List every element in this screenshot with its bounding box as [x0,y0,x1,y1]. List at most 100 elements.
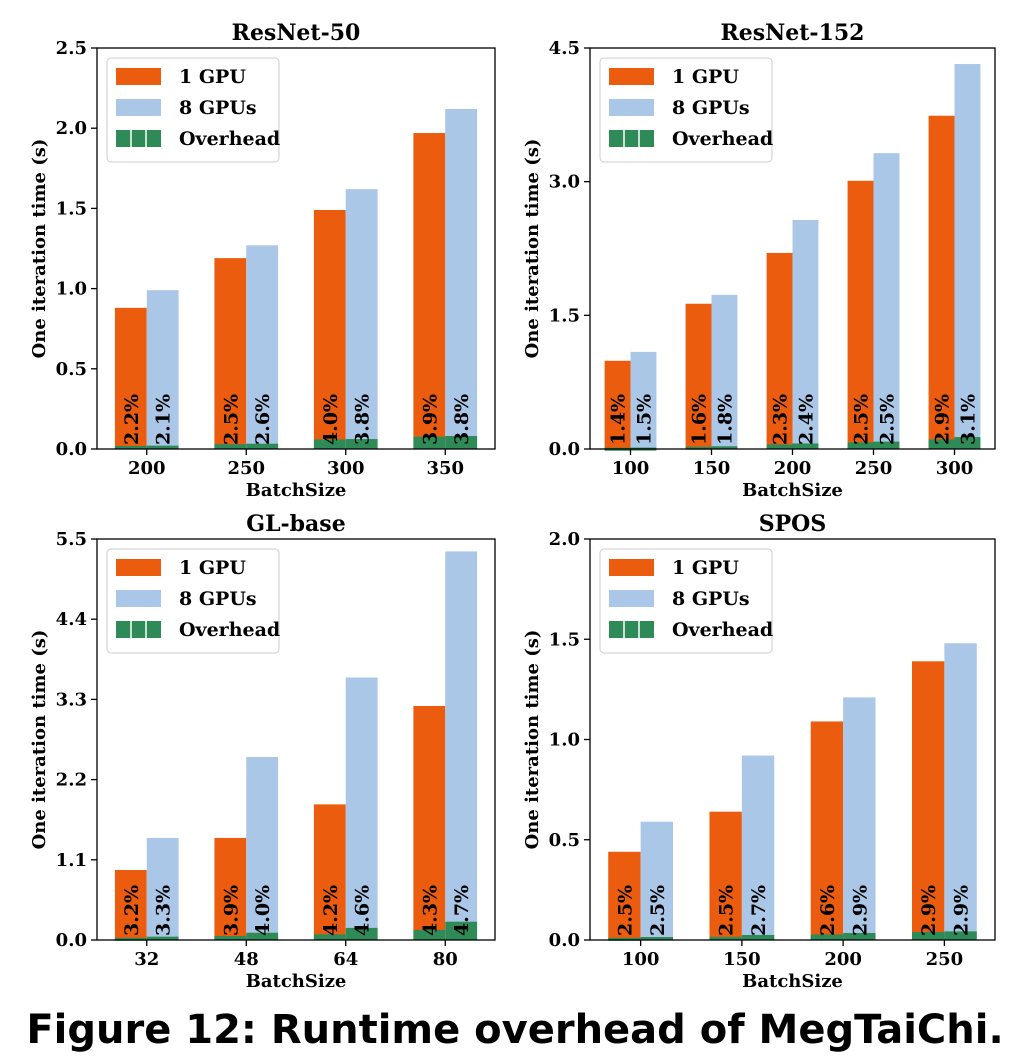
overhead-percent-label: 2.6% [252,394,274,445]
y-tick-label: 4.4 [56,609,87,630]
plot-frame [96,47,496,450]
overhead-percent-label: 3.9% [220,885,242,936]
legend-label: Overhead [672,128,773,150]
x-tick-label: 300 [936,458,974,479]
overhead-percent-label: 3.8% [451,394,473,445]
bar-1gpu [709,811,742,940]
overhead-bar [911,931,945,940]
legend-label: Overhead [179,128,280,150]
overhead-bar [766,444,793,449]
x-tick-label: 200 [824,949,862,970]
x-tick-label: 350 [426,458,464,479]
overhead-bar [114,937,147,941]
chart-panel-4: SPOS 2.5% 2.5% 2.6% 2.9% 2.5% 2.7% 2.9% 2.9% 0.0 0… [522,511,996,992]
overhead-percent-label: 1.4% [608,394,630,445]
overhead-bar [847,442,874,449]
legend-label: Overhead [672,619,773,641]
x-tick-label: 200 [774,458,812,479]
x-tick-label: 150 [693,458,731,479]
overhead-bar [146,445,179,449]
overhead-bar [214,935,247,940]
bar-1gpu [810,721,844,940]
overhead-percent-label: 2.4% [795,394,817,445]
overhead-percent-label: 4.0% [320,394,342,445]
overhead-bar [214,444,247,449]
overhead-percent-label: 2.9% [932,394,954,445]
overhead-percent-label: 2.9% [849,885,871,936]
overhead-bar [685,446,712,450]
x-tick-label: 200 [128,458,166,479]
bar-8gpus [873,153,900,449]
overhead-percent-label: 2.3% [770,394,792,445]
legend-label: 1 GPU [672,557,739,579]
legend-swatch [609,621,654,638]
legend-swatch [116,621,161,638]
overhead-percent-label: 4.3% [419,885,441,936]
overhead-percent-label: 3.9% [419,394,441,445]
y-tick-label: 2.2 [56,770,87,791]
overhead-bar [246,932,279,940]
bar-8gpus [146,837,179,940]
bar-8gpus [711,294,738,449]
overhead-percent-label: 1.8% [714,394,736,445]
bar-1gpu [604,360,631,449]
bar-8gpus [640,821,674,940]
bar-1gpu [313,210,346,449]
y-tick-label: 0.0 [549,930,580,951]
overhead-bar [843,932,876,940]
overhead-percent-label: 2.9% [918,885,940,936]
chart-title: GL-base [246,511,345,537]
legend-swatch [116,99,161,116]
bar-1gpu [114,307,147,449]
y-tick-label: 0.5 [549,830,580,851]
chart-title: ResNet-152 [721,20,865,46]
overhead-bar [246,443,279,449]
chart-panel-2: ResNet-152 1.4% 1.6% 2.3% 2.5% 2.9% 1.5% 1.8% 2.… [522,20,996,501]
overhead-bar [146,936,179,940]
bar-8gpus [445,551,478,940]
bar-1gpu [766,252,793,449]
x-tick-label: 48 [234,949,259,970]
overhead-bar [810,934,844,940]
legend-label: 8 GPUs [672,97,750,119]
bar-1gpu [608,851,641,940]
y-axis-label: One iteration time (s) [522,630,543,850]
chart-panel-3: GL-base 3.2% 3.9% 4.2% 4.3% 3.3% 4.0% 4.6% 4.7% 0… [29,511,496,992]
y-tick-label: 0.0 [549,439,580,460]
y-tick-label: 4.5 [549,38,580,59]
y-tick-label: 2.5 [56,38,87,59]
chart-title: SPOS [759,511,826,537]
legend-swatch [116,559,161,576]
overhead-bar [792,443,819,449]
x-axis-label: BatchSize [742,480,843,501]
y-tick-label: 5.5 [56,529,87,550]
overhead-percent-label: 2.9% [951,885,973,936]
y-tick-label: 2.0 [56,118,87,139]
legend-swatch [116,68,161,85]
y-tick-label: 2.0 [549,529,580,550]
x-axis-label: BatchSize [742,971,843,992]
overhead-percent-label: 1.6% [689,394,711,445]
bar-8gpus [843,697,876,940]
legend-label: Overhead [179,619,280,641]
chart-panel-1: ResNet-50 2.2% 2.5% 4.0% 3.9% 2.1% 2.6% 3.8% 3.8… [29,20,496,501]
bar-1gpu [911,661,945,940]
overhead-percent-label: 3.1% [957,394,979,445]
y-tick-label: 0.0 [56,930,87,951]
overhead-bar [928,439,955,449]
overhead-bar [313,934,346,940]
overhead-percent-label: 3.8% [352,394,374,445]
overhead-percent-label: 2.5% [851,394,873,445]
y-tick-label: 1.5 [56,198,87,219]
overhead-bar [873,441,900,449]
overhead-bar [445,921,478,940]
y-axis-label: One iteration time (s) [29,630,50,850]
bar-8gpus [445,108,478,450]
overhead-bar [640,936,674,940]
legend-swatch [609,130,654,147]
overhead-bar [741,934,775,940]
bar-8gpus [954,64,981,449]
overhead-bar [413,436,446,449]
overhead-percent-label: 4.6% [352,885,374,936]
bar-8gpus [146,290,179,449]
